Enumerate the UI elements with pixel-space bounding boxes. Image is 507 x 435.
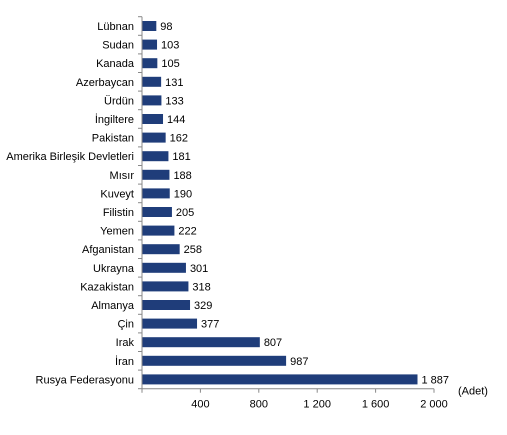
value-label-9: 190: [174, 188, 192, 200]
category-label-7: Amerika Birleşik Devletleri: [6, 151, 134, 163]
value-label-0: 98: [160, 21, 172, 33]
value-label-10: 205: [176, 207, 194, 219]
value-label-6: 162: [170, 133, 188, 145]
bar-6: [142, 132, 166, 143]
value-label-2: 105: [161, 58, 179, 70]
category-label-10: Filistin: [103, 207, 134, 219]
bar-16: [142, 318, 198, 329]
value-label-18: 987: [290, 356, 308, 368]
category-label-19: Rusya Federasyonu: [36, 374, 134, 386]
bar-12: [142, 244, 180, 255]
labels-layer: Lübnan 98 Sudan 103 Kanada 105 Azerbaycan 131 Ür…: [6, 21, 449, 386]
category-label-5: İngiltere: [95, 113, 134, 126]
value-label-4: 133: [165, 95, 183, 107]
value-label-7: 181: [172, 151, 190, 163]
value-label-15: 329: [194, 300, 212, 312]
tick-label-3: 1 600: [362, 399, 390, 411]
tick-label-4: 2 000: [420, 399, 448, 411]
category-label-1: Sudan: [102, 40, 134, 52]
category-label-11: Yemen: [100, 226, 134, 238]
value-label-8: 188: [173, 170, 191, 182]
category-label-0: Lübnan: [97, 21, 134, 33]
bar-8: [142, 169, 170, 180]
bar-3: [142, 76, 162, 87]
category-label-18: İran: [115, 355, 134, 368]
tick-label-2: 1 200: [303, 399, 331, 411]
value-label-11: 222: [178, 226, 196, 238]
bar-1: [142, 39, 158, 50]
category-label-6: Pakistan: [92, 133, 134, 145]
bar-15: [142, 300, 191, 310]
value-label-19: 1 887: [422, 374, 450, 386]
category-label-4: Ürdün: [104, 95, 134, 107]
value-label-17: 807: [264, 337, 282, 349]
category-label-9: Kuveyt: [100, 188, 134, 200]
category-label-14: Kazakistan: [80, 281, 134, 293]
bar-17: [142, 337, 260, 348]
value-label-16: 377: [201, 319, 219, 331]
category-label-15: Almanya: [91, 300, 135, 312]
bar-5: [142, 114, 164, 124]
category-label-3: Azerbaycan: [76, 77, 134, 89]
category-label-8: Mısır: [110, 170, 135, 182]
category-label-13: Ukrayna: [93, 263, 135, 275]
value-label-5: 144: [167, 114, 185, 126]
category-label-2: Kanada: [96, 58, 135, 70]
bar-14: [142, 281, 189, 292]
bar-10: [142, 207, 172, 217]
value-label-3: 131: [165, 77, 183, 89]
bar-13: [142, 262, 186, 273]
bar-11: [142, 225, 175, 236]
bar-4: [142, 95, 162, 106]
unit-label: (Adet): [458, 386, 488, 398]
category-label-17: Irak: [116, 337, 135, 349]
value-label-13: 301: [190, 263, 208, 275]
category-label-16: Çin: [117, 319, 134, 331]
value-label-12: 258: [184, 244, 202, 256]
value-label-1: 103: [161, 40, 179, 52]
bar-18: [142, 355, 287, 366]
tick-label-0: 400: [191, 399, 209, 411]
axis-layer: 400 800 1 200 1 600 2 000 (Adet): [138, 16, 488, 411]
bar-19: [142, 374, 418, 385]
tick-label-1: 800: [250, 399, 268, 411]
bar-2: [142, 58, 158, 69]
category-label-12: Afganistan: [82, 244, 134, 256]
bar-0: [142, 21, 157, 31]
bar-9: [142, 188, 170, 199]
value-label-14: 318: [192, 281, 210, 293]
bars-layer: [142, 21, 418, 385]
bar-7: [142, 151, 169, 162]
